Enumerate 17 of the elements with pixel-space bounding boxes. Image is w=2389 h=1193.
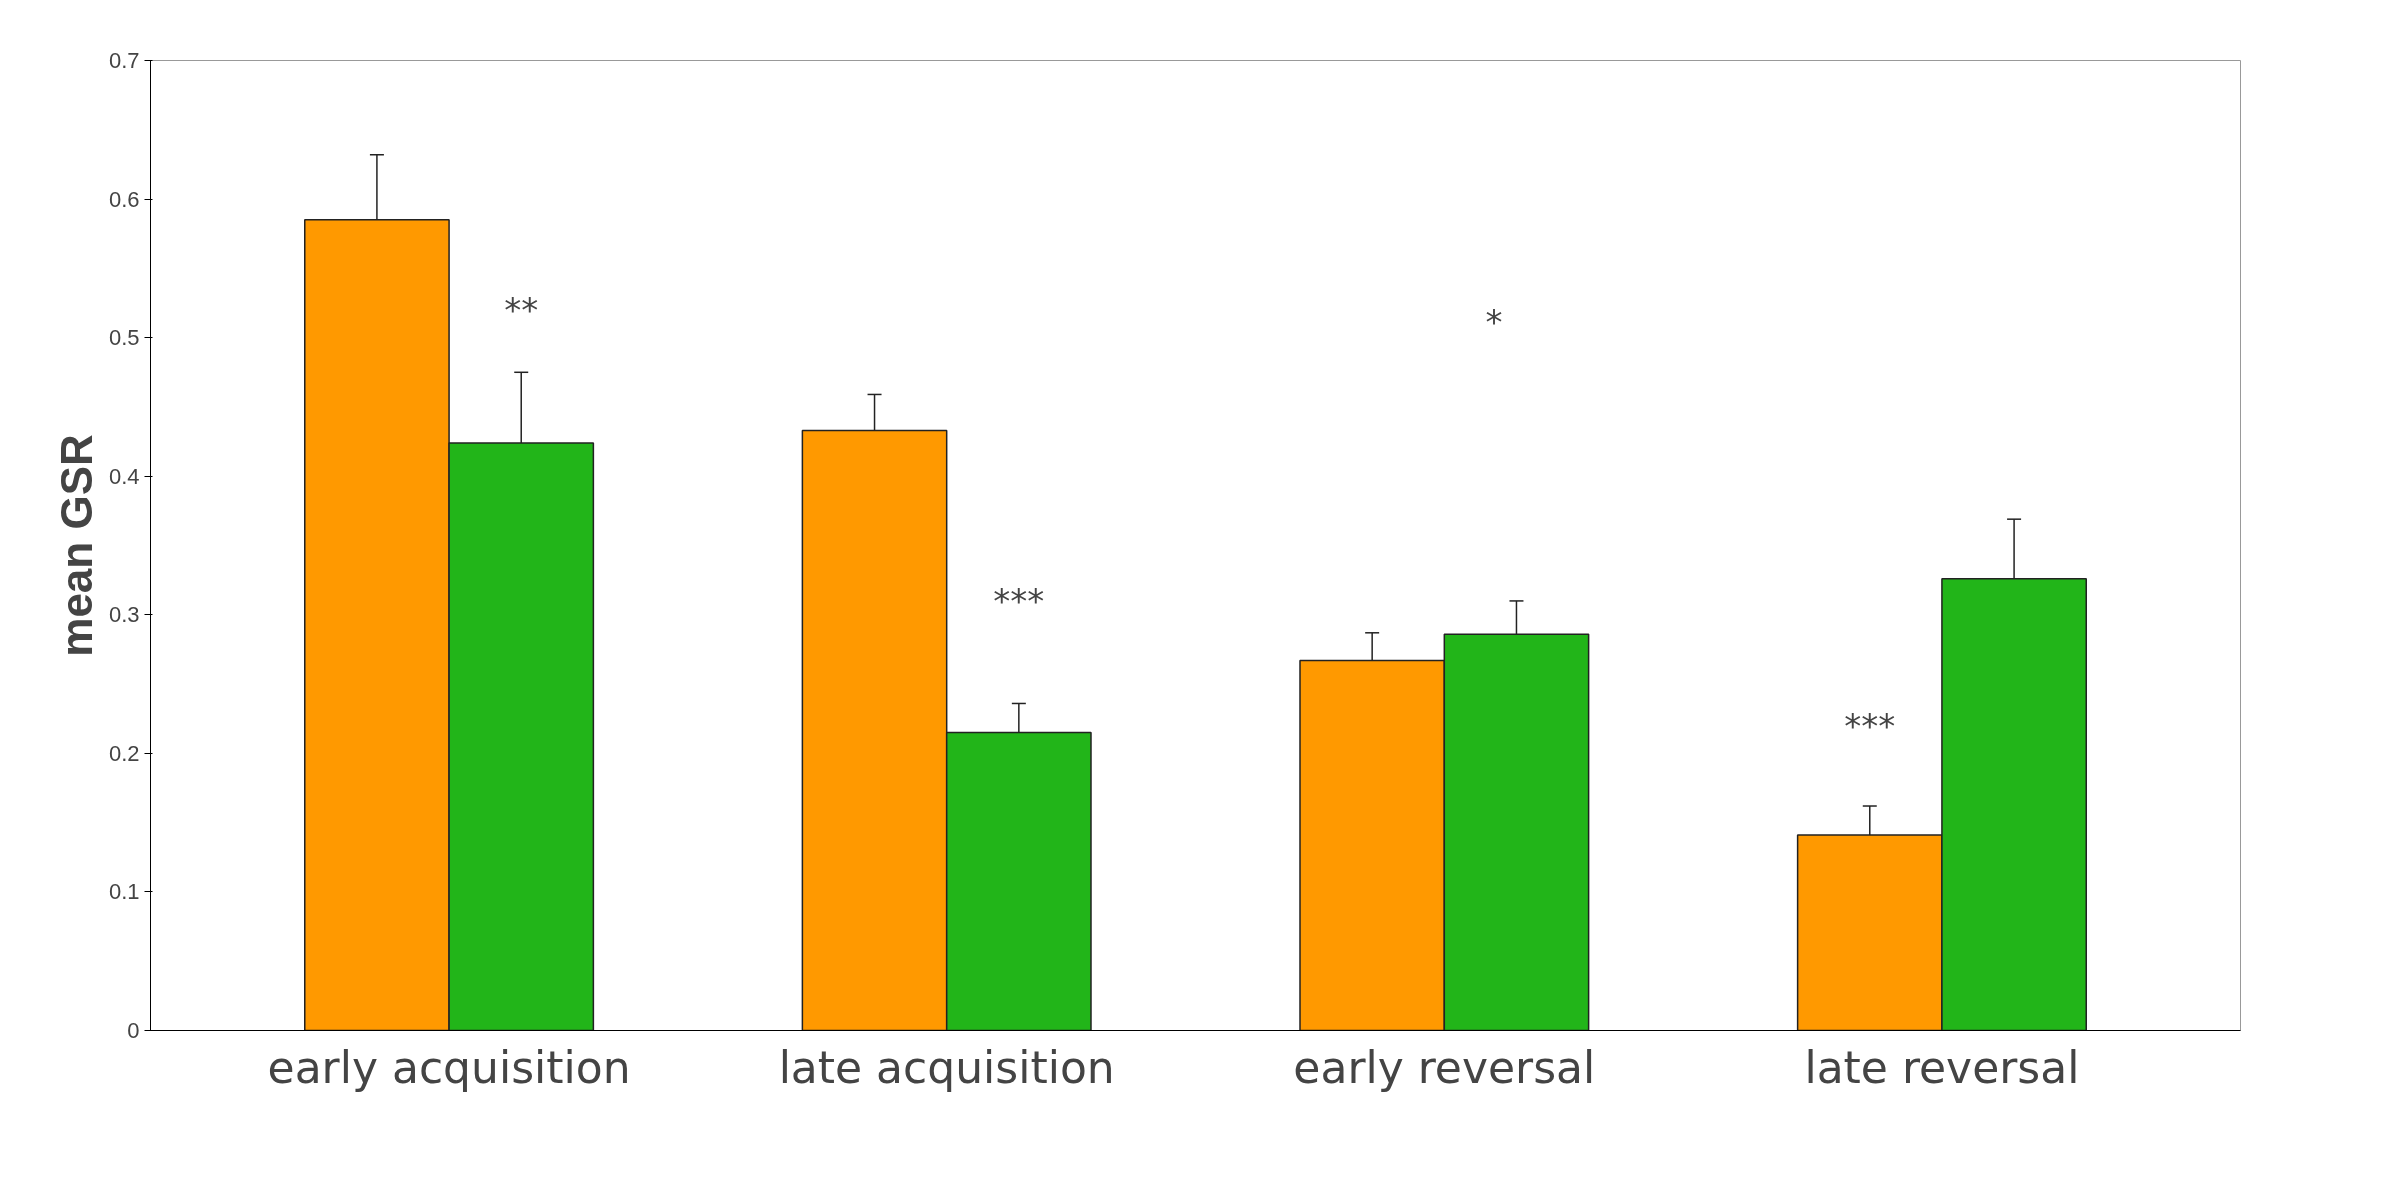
y-tick-label: 0.6 [108, 186, 140, 212]
annotation: ** [504, 289, 539, 330]
y-axis-title: mean GSR [51, 434, 101, 657]
y-tick-label: 0.2 [108, 740, 140, 766]
x-tick-label: early acquisition [267, 1041, 631, 1093]
x-tick-label: late acquisition [778, 1041, 1115, 1093]
annotation: * [1485, 302, 1503, 343]
annotation: *** [1844, 705, 1896, 746]
y-tick-label: 0.7 [108, 48, 140, 73]
y-tick-label: 0.1 [108, 879, 140, 905]
y-tick-label: 0.3 [108, 602, 140, 628]
y-tick-label: 0.4 [108, 463, 140, 489]
x-tick-label: early reversal [1293, 1041, 1596, 1093]
annotation: *** [993, 580, 1045, 621]
x-tick-label: late reversal [1804, 1041, 2080, 1093]
y-tick-label: 0.5 [108, 325, 140, 351]
y-tick-label: 0 [127, 1018, 140, 1043]
